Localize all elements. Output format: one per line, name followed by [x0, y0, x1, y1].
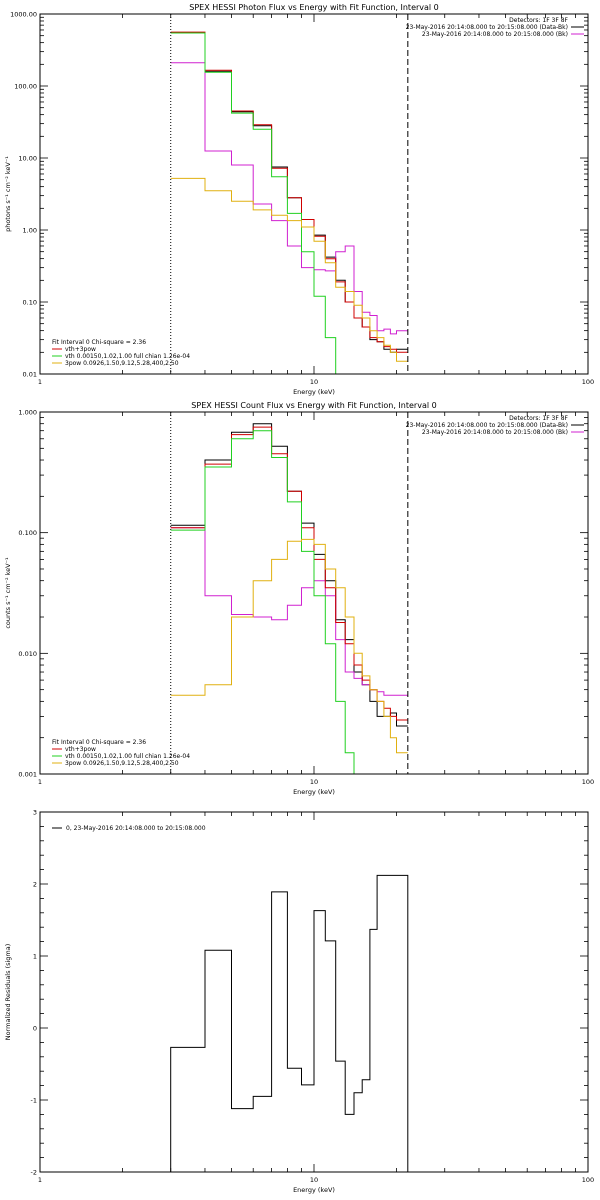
y-tick-label-2: 1: [33, 953, 37, 961]
series-line-0-1: [170, 62, 408, 335]
x-tick-label-1: 100: [582, 778, 594, 786]
y-tick-label-0: 1000.00: [10, 11, 37, 19]
x-tick-label-1: 1: [38, 778, 42, 786]
x-tick-label-2: 1: [38, 1176, 42, 1184]
y-tick-label-2: 0: [33, 1025, 37, 1033]
series-line-1-2: [170, 426, 408, 721]
series-line-0-2: [170, 31, 408, 353]
header-line-1-0: Detectors: 1F 3F 8F: [509, 415, 568, 422]
series-line-2-0: [170, 874, 409, 1172]
series-line-1-3: [170, 430, 355, 774]
header-line-1-2: 23-May-2016 20:14:08.000 to 20:15:08.000…: [422, 429, 568, 436]
fit-label-0-2: vth 0.00150,1.02,1.00 full chian 1.26e-0…: [65, 353, 190, 360]
series-line-1-4: [170, 538, 408, 754]
header-line-1-1: 23-May-2016 20:14:08.000 to 20:15:08.000…: [406, 422, 568, 429]
chart-title-0: SPEX HESSI Photon Flux vs Energy with Fi…: [189, 3, 439, 12]
chart-title-1: SPEX HESSI Count Flux vs Energy with Fit…: [191, 401, 436, 410]
y-tick-label-0: 1.00: [23, 227, 37, 235]
fit-label-1-0: Fit Interval 0 Chi-square = 2.36: [52, 739, 146, 746]
header-line-0-1: 23-May-2016 20:14:08.000 to 20:15:08.000…: [406, 24, 568, 31]
fit-label-1-3: 3pow 0.0926,1.50,9.12,5.28,400,2.50: [65, 760, 179, 767]
y-tick-label-2: -1: [31, 1097, 37, 1105]
x-tick-label-0: 100: [582, 378, 594, 386]
x-axis-label-1: Energy (keV): [293, 788, 335, 796]
fit-label-1-2: vth 0.00150,1.02,1.00 full chian 1.26e-0…: [65, 753, 190, 760]
legend-label-0: 0, 23-May-2016 20:14:08.000 to 20:15:08.…: [66, 825, 206, 832]
plot-frame-0: [39, 13, 589, 375]
y-tick-label-0: 100.00: [14, 83, 37, 91]
y-tick-label-2: 2: [33, 881, 37, 889]
series-line-0-0: [170, 32, 408, 353]
y-tick-label-1: 0.001: [18, 771, 37, 779]
series-line-0-3: [170, 32, 337, 374]
y-axis-label-1: counts s⁻¹ cm⁻² keV⁻¹: [4, 557, 12, 629]
x-tick-label-0: 1: [38, 378, 42, 386]
series-line-1-0: [170, 423, 408, 727]
y-tick-label-1: 1.000: [18, 409, 37, 417]
fit-label-0-3: 3pow 0.0926,1.50,9.12,5.28,400,2.50: [65, 360, 179, 367]
header-line-0-2: 23-May-2016 20:14:08.000 to 20:15:08.000…: [422, 31, 568, 38]
fit-label-1-1: vth+3pow: [65, 746, 96, 753]
y-axis-label-0: photons s⁻¹ cm⁻² keV⁻¹: [4, 156, 12, 232]
x-axis-label-2: Energy (keV): [293, 1186, 335, 1194]
y-tick-label-1: 0.100: [18, 529, 37, 537]
x-tick-label-2: 100: [582, 1176, 594, 1184]
y-tick-label-1: 0.010: [18, 650, 37, 658]
series-line-1-1: [170, 527, 408, 696]
y-tick-label-2: 3: [33, 809, 37, 817]
header-line-0-0: Detectors: 1F 3F 8F: [509, 17, 568, 24]
y-tick-label-0: 0.10: [23, 299, 37, 307]
series-line-0-4: [170, 177, 408, 362]
x-tick-label-1: 10: [310, 778, 318, 786]
fit-label-0-1: vth+3pow: [65, 346, 96, 353]
fit-label-0-0: Fit Interval 0 Chi-square = 2.36: [52, 339, 146, 346]
x-axis-label-0: Energy (keV): [293, 388, 335, 396]
x-tick-label-0: 10: [310, 378, 318, 386]
y-tick-label-2: -2: [31, 1169, 37, 1177]
y-axis-label-2: Normalized Residuals (sigma): [4, 944, 12, 1041]
y-tick-label-0: 0.01: [23, 371, 37, 379]
y-tick-label-0: 10.00: [18, 155, 37, 163]
x-tick-label-2: 10: [310, 1176, 318, 1184]
